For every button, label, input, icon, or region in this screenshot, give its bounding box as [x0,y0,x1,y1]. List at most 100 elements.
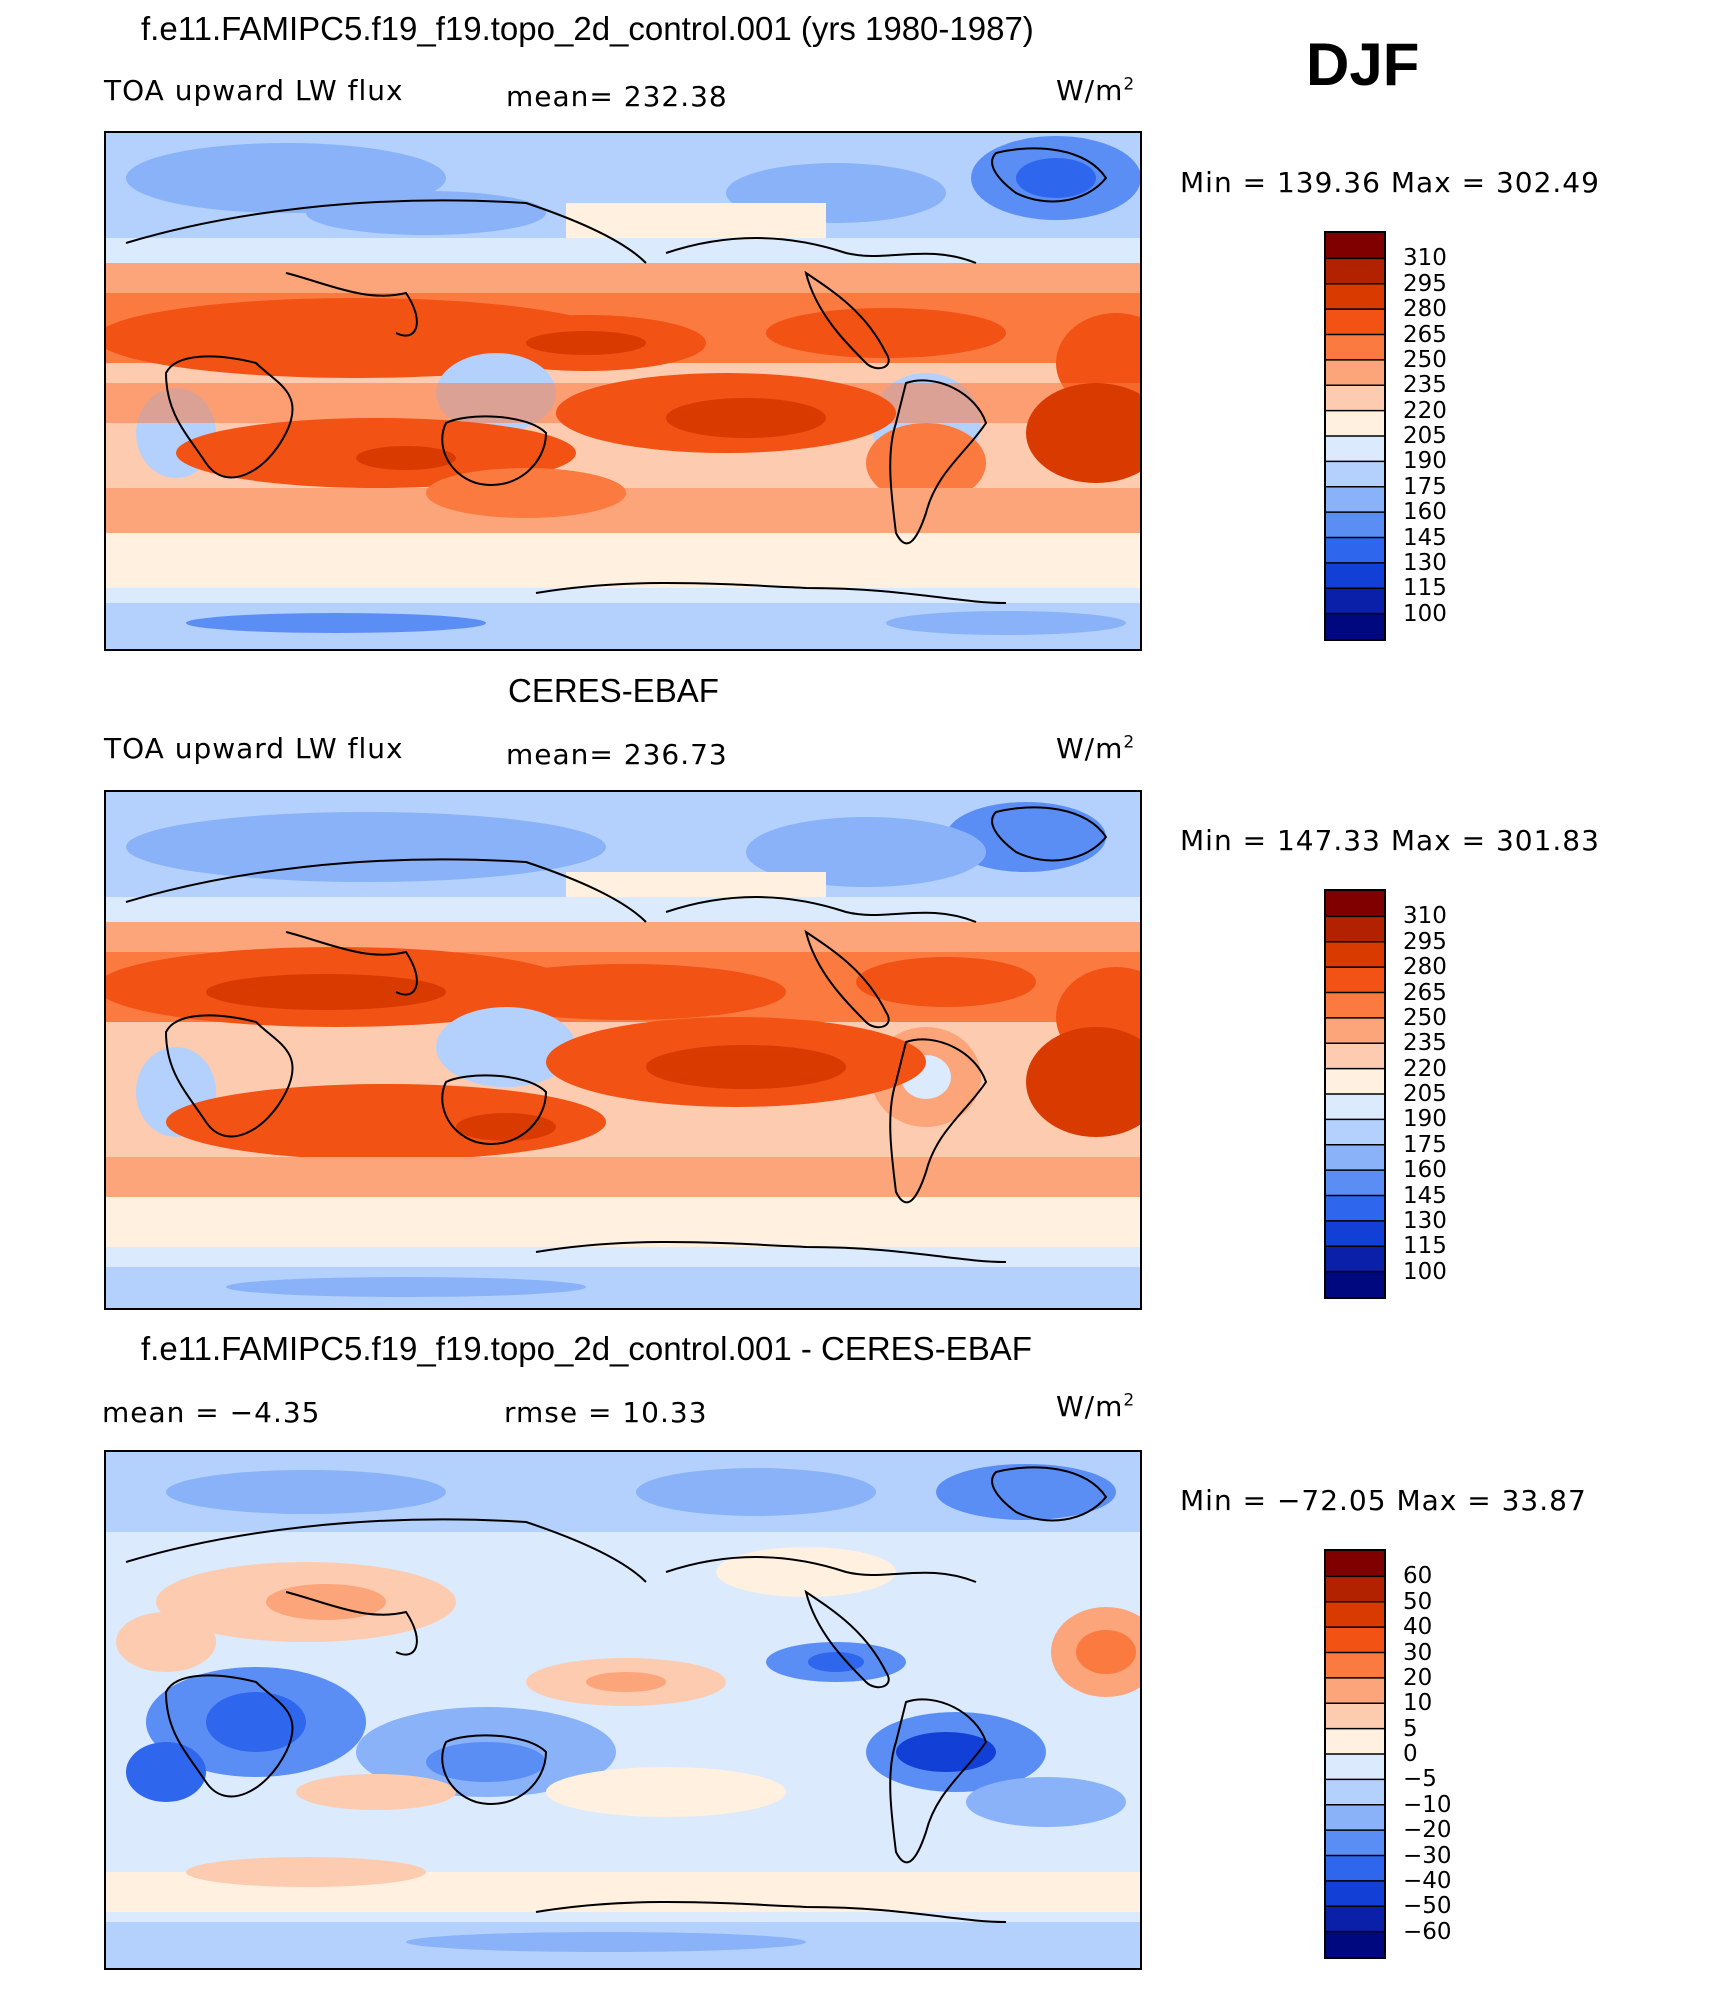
colorbar-swatch [1326,1144,1384,1171]
colorbar-tick-label: 100 [1403,600,1447,627]
panel3-minmax: Min = −72.05 Max = 33.87 [1180,1484,1587,1517]
colorbar-tick-label: 205 [1403,1081,1447,1107]
colorbar-swatch [1326,283,1384,310]
colorbar-swatch [1326,1170,1384,1196]
panel1-variable-label: TOA upward LW flux [104,74,404,107]
colorbar-swatch [1326,385,1384,412]
colorbar-swatch [1326,1754,1384,1780]
colorbar-swatch [1326,941,1384,968]
colorbar-swatch [1326,588,1384,615]
colorbar-tick-label: 205 [1403,423,1447,449]
panel1-units: W/m2 [1056,74,1136,107]
colorbar-swatch [1326,1779,1384,1806]
colorbar-swatch [1326,1677,1384,1704]
panel3-units: W/m2 [1056,1390,1136,1423]
panel2-minmax: Min = 147.33 Max = 301.83 [1180,824,1600,857]
panel2-title: CERES-EBAF [508,672,719,709]
colorbar-tick-label: 50 [1403,1588,1433,1615]
panel1-title: f.e11.FAMIPC5.f19_f19.topo_2d_control.00… [141,10,1034,47]
panel1-colorbar [1324,231,1386,641]
colorbar-tick-label: 190 [1403,1106,1447,1133]
panel3-colorbar [1324,1549,1386,1959]
colorbar-swatch [1326,1220,1384,1247]
panel3-rmse-label: rmse = 10.33 [504,1396,708,1429]
colorbar-tick-label: 265 [1403,979,1447,1006]
colorbar-tick-label: 100 [1403,1258,1447,1285]
panel2-colorbar [1324,889,1386,1299]
colorbar-tick-label: 250 [1403,1004,1447,1031]
colorbar-tick-label: 295 [1403,928,1447,955]
panel1-colorbar-swatches [1326,233,1384,639]
colorbar-tick-label: 5 [1403,1715,1418,1742]
colorbar-swatch [1326,1880,1384,1907]
colorbar-swatch [1326,233,1384,259]
colorbar-tick-label: 40 [1403,1614,1433,1641]
colorbar-swatch [1326,436,1384,462]
colorbar-swatch [1326,512,1384,538]
colorbar-swatch [1326,410,1384,437]
colorbar-swatch [1326,613,1384,639]
colorbar-tick-label: 115 [1403,575,1447,602]
colorbar-tick-label: −10 [1403,1791,1452,1818]
colorbar-swatch [1326,461,1384,488]
colorbar-swatch [1326,1906,1384,1933]
colorbar-tick-label: 310 [1403,903,1447,930]
colorbar-swatch [1326,1017,1384,1044]
colorbar-tick-label: 175 [1403,473,1447,500]
colorbar-tick-label: −30 [1403,1842,1452,1869]
panel1-mean-label: mean= 232.38 [506,80,728,113]
colorbar-swatch [1326,1652,1384,1679]
colorbar-tick-label: 250 [1403,346,1447,373]
colorbar-tick-label: 20 [1403,1664,1433,1691]
panel2-units: W/m2 [1056,732,1136,765]
colorbar-tick-label: −40 [1403,1867,1452,1894]
colorbar-tick-label: 295 [1403,270,1447,297]
colorbar-swatch [1326,1551,1384,1577]
colorbar-tick-label: 115 [1403,1233,1447,1260]
colorbar-swatch [1326,891,1384,917]
colorbar-tick-label: 160 [1403,1157,1447,1184]
colorbar-swatch [1326,1195,1384,1222]
colorbar-swatch [1326,1271,1384,1297]
colorbar-tick-label: 60 [1403,1563,1433,1590]
colorbar-tick-label: 220 [1403,1055,1447,1082]
colorbar-swatch [1326,1576,1384,1603]
colorbar-tick-label: 10 [1403,1690,1433,1717]
panel1-minmax: Min = 139.36 Max = 302.49 [1180,166,1600,199]
colorbar-tick-label: 310 [1403,245,1447,272]
colorbar-tick-label: 280 [1403,954,1447,981]
panel3-mean-label: mean = −4.35 [102,1396,321,1429]
colorbar-swatch [1326,309,1384,335]
colorbar-swatch [1326,334,1384,361]
colorbar-swatch [1326,1830,1384,1856]
season-label: DJF [1306,31,1420,98]
colorbar-swatch [1326,1246,1384,1273]
colorbar-swatch [1326,1094,1384,1120]
panel2-map [104,790,1142,1310]
colorbar-tick-label: 145 [1403,1182,1447,1209]
colorbar-swatch [1326,916,1384,943]
panel1-map [104,131,1142,651]
colorbar-swatch [1326,486,1384,513]
colorbar-tick-label: 130 [1403,1207,1447,1234]
colorbar-tick-label: 145 [1403,524,1447,551]
colorbar-swatch [1326,992,1384,1019]
colorbar-swatch [1326,1728,1384,1755]
panel2-mean-label: mean= 236.73 [506,738,728,771]
colorbar-swatch [1326,1601,1384,1628]
panel3-colorbar-swatches [1326,1551,1384,1957]
colorbar-tick-label: 280 [1403,296,1447,323]
colorbar-tick-label: 0 [1403,1741,1418,1767]
colorbar-swatch [1326,1703,1384,1730]
colorbar-swatch [1326,1804,1384,1831]
colorbar-swatch [1326,537,1384,564]
colorbar-tick-label: 265 [1403,321,1447,348]
colorbar-tick-label: 160 [1403,499,1447,526]
colorbar-tick-label: 190 [1403,448,1447,475]
colorbar-tick-label: −50 [1403,1893,1452,1920]
colorbar-tick-label: 235 [1403,1030,1447,1057]
colorbar-tick-label: 220 [1403,397,1447,424]
colorbar-swatch [1326,1068,1384,1095]
colorbar-tick-label: −20 [1403,1817,1452,1844]
colorbar-tick-label: −60 [1403,1918,1452,1945]
